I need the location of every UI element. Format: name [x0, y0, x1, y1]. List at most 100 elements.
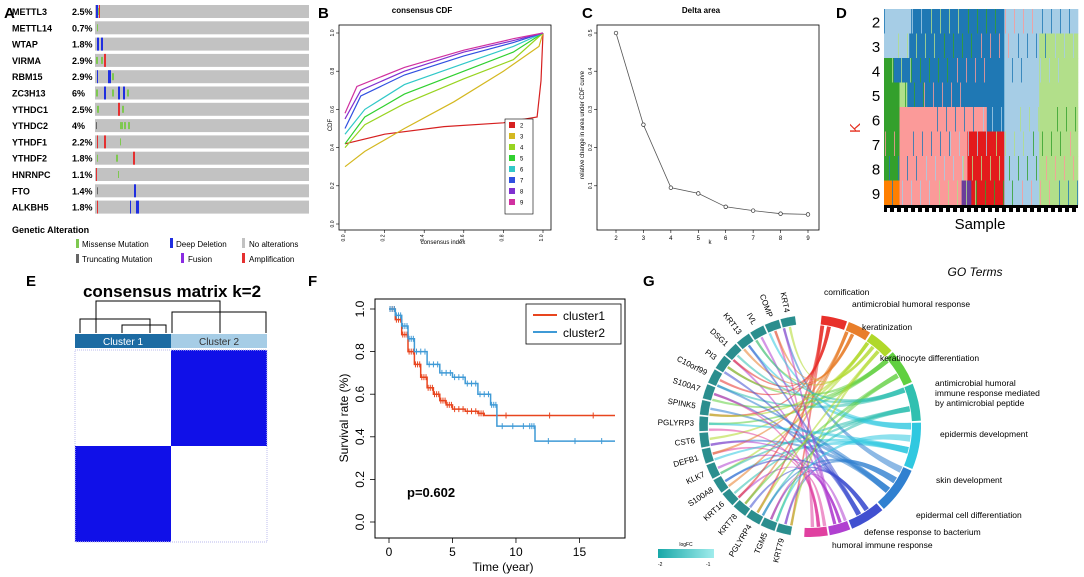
sample-tick — [1048, 208, 1051, 212]
sample-stripe — [894, 9, 895, 34]
sample-stripe — [897, 33, 898, 58]
chart-title-g: GO Terms — [948, 265, 1003, 279]
sample-stripe — [962, 156, 963, 181]
sample-tick — [1013, 208, 1016, 212]
chord-ribbon — [760, 336, 837, 525]
gene-sector — [712, 475, 729, 494]
cdf-line-k2 — [344, 32, 544, 145]
sample-stripe — [976, 180, 977, 205]
sample-stripe — [1018, 33, 1019, 58]
sample-stripe — [1014, 131, 1015, 156]
p-value-annotation: p=0.602 — [407, 485, 455, 500]
alteration-mark — [104, 86, 106, 100]
sample-tick — [1041, 208, 1044, 212]
legend-truncating: Truncating Mutation — [82, 255, 152, 264]
sample-stripe — [1027, 156, 1028, 181]
sample-stripe — [992, 107, 993, 132]
sample-stripe — [905, 82, 906, 107]
gene-name: YTHDF2 — [12, 154, 47, 164]
gene-label: IVL — [745, 311, 759, 326]
cluster-segment — [1004, 9, 1017, 34]
cluster-segment — [907, 82, 1005, 108]
sample-tick — [887, 208, 890, 212]
sample-stripe — [892, 58, 893, 83]
x-tick-label: 8 — [779, 236, 783, 242]
sample-stripe — [892, 180, 893, 205]
sample-stripe — [951, 82, 952, 107]
sample-stripe — [990, 33, 991, 58]
gene-pct: 2.5% — [72, 7, 93, 17]
alteration-mark — [120, 138, 121, 146]
sample-stripe — [900, 107, 901, 132]
alteration-mark — [101, 37, 103, 51]
sample-stripe — [1020, 107, 1021, 132]
alteration-mark — [104, 53, 106, 67]
survival-chart: Survival rate (%) Time (year) 0 5 10 15 0.0 0… — [337, 298, 626, 574]
y-label-f: Survival rate (%) — [337, 374, 351, 463]
go-term-sector — [828, 521, 851, 536]
sample-stripe — [1068, 180, 1069, 205]
cluster-segment — [899, 180, 962, 206]
sample-stripe — [977, 9, 978, 34]
go-term-label: keratinocyte differentiation — [880, 353, 979, 363]
sample-stripe — [948, 180, 949, 205]
gene-sector — [722, 488, 740, 506]
cdf-legend-swatch — [509, 188, 515, 194]
sample-stripe — [1068, 58, 1069, 83]
cluster-1-bar — [75, 334, 171, 348]
sample-stripe — [962, 33, 963, 58]
gene-track — [95, 184, 309, 198]
x-tick-label: 0.4 — [420, 234, 426, 241]
sample-tick — [985, 208, 988, 212]
gene-pct: 0.7% — [72, 23, 93, 33]
go-term-sector — [845, 322, 871, 341]
cdf-legend-swatch — [509, 144, 515, 150]
dendrogram-root — [95, 300, 221, 333]
gene-sector — [705, 461, 721, 480]
x-tick-label: 0.8 — [499, 234, 505, 241]
legend-cluster1: cluster1 — [563, 309, 605, 323]
alteration-mark — [127, 89, 129, 97]
panel-label-b: B — [318, 5, 329, 22]
y-tick-label: 0.3 — [588, 106, 594, 113]
cdf-legend-swatch — [509, 166, 515, 172]
gene-pct: 1.8% — [72, 203, 93, 213]
gene-name: METTL3 — [12, 7, 47, 17]
sample-stripe — [957, 58, 958, 83]
k-row-label: 5 — [872, 88, 880, 105]
sample-stripe — [949, 9, 950, 34]
gene-pct: 1.8% — [72, 154, 93, 164]
cluster-segment — [1004, 180, 1040, 206]
sample-stripe — [1055, 33, 1056, 58]
gene-label: KLK7 — [685, 470, 707, 487]
x-tick-label: 2 — [614, 236, 618, 242]
gene-label: DSG1 — [708, 327, 730, 349]
cluster-segment — [1015, 9, 1079, 34]
chord-ribbon — [747, 344, 862, 516]
gene-pct: 2.9% — [72, 72, 93, 82]
x-tick-label: 15 — [573, 545, 587, 559]
go-term-label-line: antimicrobial humoral — [935, 378, 1016, 388]
sample-stripe — [997, 82, 998, 107]
sample-stripe — [911, 180, 912, 205]
panel-label-f: F — [308, 273, 317, 290]
sample-stripe — [896, 82, 897, 107]
x-tick-label: 0.2 — [381, 234, 387, 241]
sample-stripe — [994, 180, 995, 205]
cluster-2-label: Cluster 2 — [199, 337, 239, 348]
gene-label: PI3 — [703, 348, 718, 363]
gene-pct: 2.9% — [72, 56, 93, 66]
sample-stripe — [1022, 180, 1023, 205]
chord-ribbon — [784, 473, 847, 525]
delta-point — [613, 30, 619, 36]
cluster-segment — [1004, 156, 1040, 181]
gene-label: COMP — [758, 293, 775, 319]
survival-legend-box — [525, 303, 622, 345]
legend-title: Genetic Alteration — [12, 225, 89, 235]
consensus-matrix-panel: consensus matrix k=2 Cluster 1 Cluster 2 — [74, 282, 268, 543]
sample-stripe — [931, 131, 932, 156]
chord-ribbon — [709, 326, 831, 417]
sample-stripe — [1012, 58, 1013, 83]
gene-name: RBM15 — [12, 72, 43, 82]
cdf-line-k3 — [344, 32, 544, 168]
